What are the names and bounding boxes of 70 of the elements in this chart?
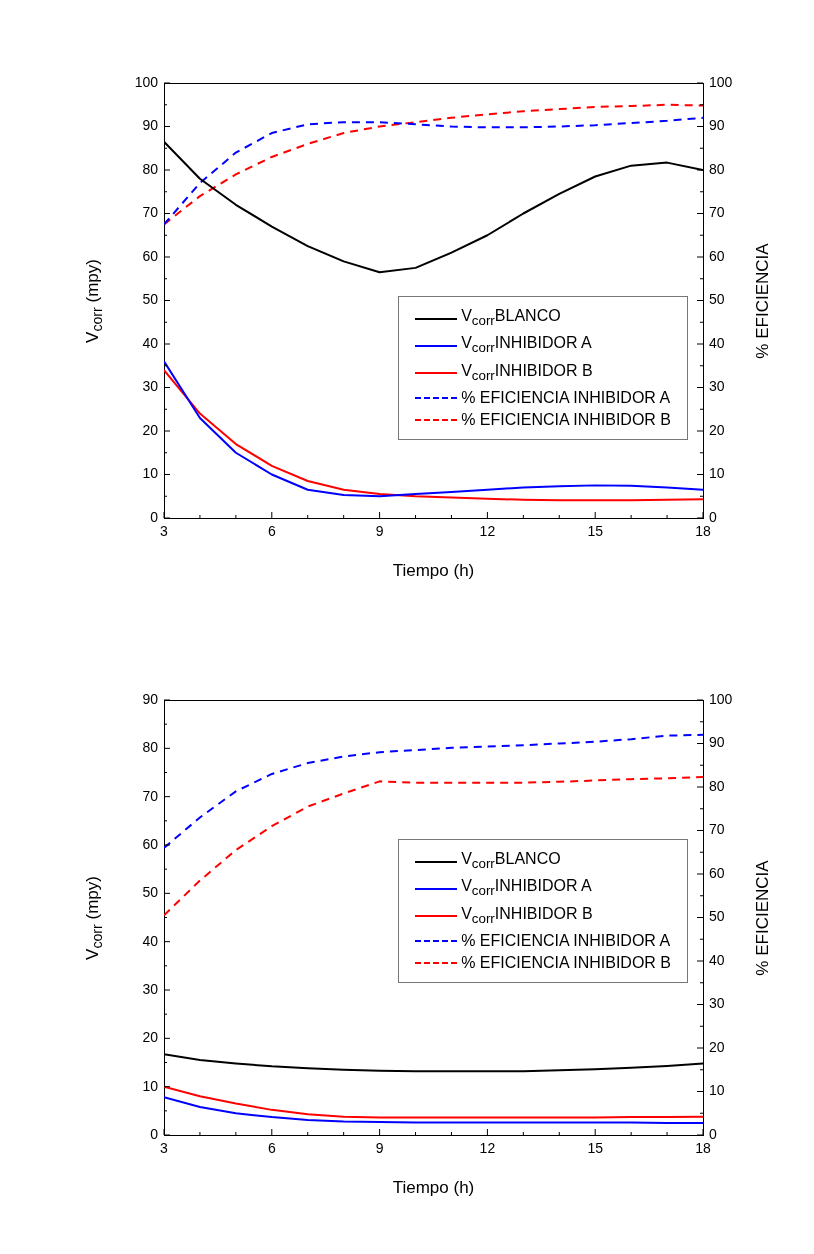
y2-tick-label: 0	[709, 508, 717, 525]
legend-label: V$_{corr}$BLANCO	[461, 306, 561, 331]
legend-label: % EFICIENCIA INHIBIDOR B	[461, 409, 671, 430]
y2-tick-label: 0	[709, 1125, 717, 1142]
legend-label: V$_{corr}$INHIBIDOR B	[461, 903, 593, 928]
x-tick-label: 6	[267, 1140, 276, 1157]
x-tick-label: 18	[695, 523, 711, 540]
y2-axis-title: % EFICIENCIA	[753, 859, 773, 976]
y2-tick-label: 30	[709, 378, 725, 395]
y-tick-label: 90	[142, 117, 159, 134]
line-series	[164, 733, 703, 849]
legend-label: % EFICIENCIA INHIBIDOR B	[461, 952, 671, 973]
y2-tick-label: 10	[709, 1082, 725, 1099]
y-tick-label: 100	[134, 73, 159, 90]
y2-tick-label: 80	[709, 160, 725, 177]
y2-tick-label: 60	[709, 864, 725, 881]
y-tick-label: 70	[142, 204, 159, 221]
y2-tick-label: 80	[709, 777, 725, 794]
x-tick-label: 3	[160, 523, 169, 540]
y-tick-label: 60	[142, 247, 159, 264]
y-tick-label: 30	[142, 980, 159, 997]
y-tick-label: 0	[150, 508, 159, 525]
y-tick-label: 80	[142, 739, 159, 756]
y-tick-label: 10	[142, 1077, 159, 1094]
legend-label: % EFICIENCIA INHIBIDOR A	[461, 930, 671, 951]
y2-tick-label: 10	[709, 465, 725, 482]
y-tick-label: 10	[142, 465, 159, 482]
y2-tick-label: 20	[709, 421, 725, 438]
y-tick-label: 20	[142, 1029, 159, 1046]
y-tick-label: 0	[150, 1125, 159, 1142]
x-axis-title: Tiempo (h)	[391, 1178, 476, 1198]
y-tick-label: 40	[142, 334, 159, 351]
y-tick-label: 60	[142, 835, 159, 852]
legend-label: V$_{corr}$INHIBIDOR A	[461, 876, 592, 901]
y-tick-label: 40	[142, 932, 159, 949]
x-tick-label: 12	[479, 1140, 496, 1157]
legend-label: V$_{corr}$INHIBIDOR A	[461, 333, 592, 358]
y2-tick-label: 70	[709, 204, 725, 221]
y2-tick-label: 50	[709, 291, 725, 308]
x-tick-label: 15	[587, 523, 604, 540]
x-axis-title: Tiempo (h)	[391, 561, 476, 581]
y2-tick-label: 40	[709, 334, 725, 351]
x-tick-label: 9	[375, 523, 384, 540]
y2-tick-label: 100	[709, 73, 733, 90]
legend-label: % EFICIENCIA INHIBIDOR A	[461, 387, 671, 408]
x-tick-label: 18	[695, 1140, 711, 1157]
y-tick-label: 50	[142, 884, 159, 901]
y-tick-label: 30	[142, 378, 159, 395]
y-tick-label: 20	[142, 421, 159, 438]
y2-tick-label: 40	[709, 951, 725, 968]
y-tick-label: 50	[142, 291, 159, 308]
y2-tick-label: 90	[709, 734, 725, 751]
y2-tick-label: 20	[709, 1038, 725, 1055]
x-tick-label: 9	[375, 1140, 384, 1157]
x-tick-label: 3	[160, 1140, 169, 1157]
y2-tick-label: 90	[709, 117, 725, 134]
x-tick-label: 6	[267, 523, 276, 540]
y2-tick-label: 70	[709, 821, 725, 838]
y2-axis-title: % EFICIENCIA	[753, 242, 773, 359]
x-tick-label: 15	[587, 1140, 604, 1157]
y-tick-label: 70	[142, 787, 159, 804]
y-tick-label: 90	[142, 690, 159, 707]
y-tick-label: 80	[142, 160, 159, 177]
y2-tick-label: 60	[709, 247, 725, 264]
y2-tick-label: 50	[709, 908, 725, 925]
legend-label: V$_{corr}$INHIBIDOR B	[461, 360, 593, 385]
y2-tick-label: 30	[709, 995, 725, 1012]
y2-tick-label: 100	[709, 690, 733, 707]
legend-label: V$_{corr}$BLANCO	[461, 849, 561, 874]
x-tick-label: 12	[479, 523, 496, 540]
